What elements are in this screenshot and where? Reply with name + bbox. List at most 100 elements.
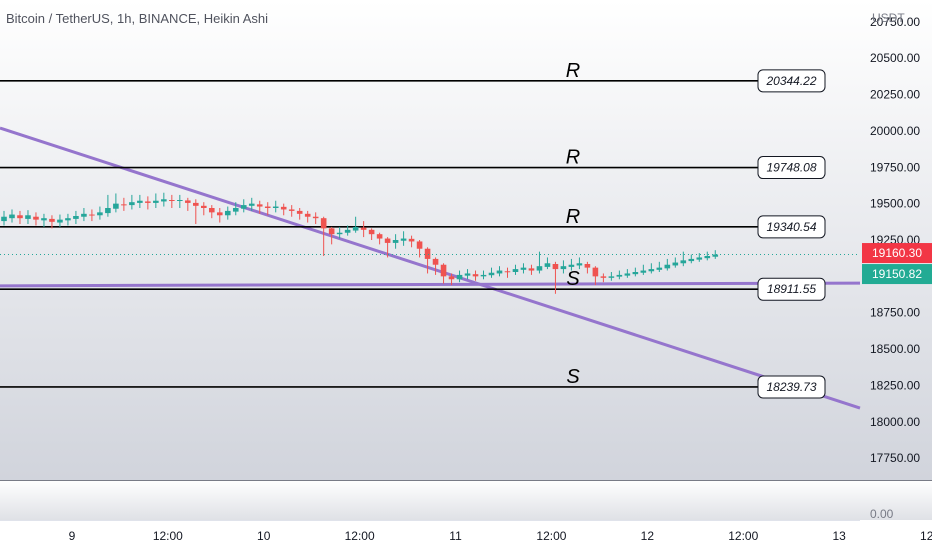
candle-up[interactable] (392, 234, 399, 249)
candle-up[interactable] (680, 251, 687, 267)
candle-up[interactable] (640, 264, 647, 275)
candle-down[interactable] (592, 266, 599, 286)
candle-down[interactable] (600, 273, 607, 283)
candle-up[interactable] (568, 258, 575, 271)
candle-down[interactable] (440, 263, 447, 284)
candle-up[interactable] (97, 206, 103, 220)
candle-up[interactable] (544, 257, 551, 270)
candle-up[interactable] (232, 202, 239, 216)
candle-up[interactable] (81, 208, 87, 222)
candle-up[interactable] (632, 267, 639, 277)
candle-up[interactable] (616, 270, 623, 280)
candle-up[interactable] (240, 199, 247, 213)
candle-down[interactable] (17, 210, 23, 224)
candle-down[interactable] (368, 228, 375, 240)
candle-down[interactable] (304, 210, 311, 223)
candle-down[interactable] (384, 237, 391, 258)
trendline[interactable] (0, 126, 861, 410)
candle-down[interactable] (320, 216, 327, 256)
candle-down[interactable] (288, 205, 295, 217)
candle-up[interactable] (608, 272, 615, 281)
candle-down[interactable] (408, 235, 415, 248)
candle-up[interactable] (25, 210, 31, 224)
candle-up[interactable] (177, 194, 183, 208)
candle-up[interactable] (688, 254, 695, 264)
trendline[interactable] (0, 281, 861, 288)
candle-up[interactable] (464, 269, 471, 280)
level-price-label[interactable]: 19748.08 (757, 156, 826, 180)
candle-up[interactable] (560, 260, 567, 274)
candle-up[interactable] (113, 193, 119, 213)
candle-down[interactable] (472, 270, 479, 281)
candle-up[interactable] (480, 270, 487, 280)
candle-up[interactable] (137, 194, 143, 208)
candle-up[interactable] (576, 257, 583, 270)
candle-up[interactable] (65, 213, 71, 226)
candle-up[interactable] (248, 197, 255, 211)
candle-up[interactable] (712, 250, 719, 259)
candle-up[interactable] (41, 213, 47, 227)
candle-down[interactable] (296, 208, 303, 220)
level-price-label[interactable]: 18239.73 (757, 375, 826, 399)
candle-down[interactable] (256, 200, 263, 214)
candle-up[interactable] (336, 226, 343, 239)
candle-up[interactable] (456, 270, 463, 283)
candle-down[interactable] (416, 240, 423, 258)
candle-up[interactable] (153, 193, 159, 208)
candle-down[interactable] (49, 215, 55, 229)
candle-down[interactable] (121, 197, 127, 211)
candle-down[interactable] (432, 257, 439, 275)
candle-down[interactable] (264, 202, 271, 216)
candle-down[interactable] (169, 194, 175, 208)
last-price-badge-text: 19160.30 (872, 246, 922, 260)
candle-down[interactable] (193, 199, 199, 224)
candle-up[interactable] (344, 225, 351, 236)
candle-down[interactable] (280, 203, 287, 216)
candle-up[interactable] (105, 194, 111, 217)
candle-up[interactable] (512, 264, 519, 275)
candle-down[interactable] (216, 208, 223, 223)
candle-up[interactable] (272, 200, 279, 213)
candle-down[interactable] (145, 196, 151, 210)
candle-up[interactable] (352, 216, 359, 233)
candle-up[interactable] (129, 194, 135, 210)
candle-up[interactable] (73, 210, 79, 224)
candle-up[interactable] (1, 210, 7, 226)
candle-up[interactable] (624, 269, 631, 278)
candle-down[interactable] (448, 273, 455, 286)
candle-up[interactable] (161, 192, 167, 207)
candle-down[interactable] (312, 212, 319, 224)
candle-down[interactable] (376, 232, 383, 245)
candle-down[interactable] (584, 261, 591, 274)
candle-down[interactable] (208, 205, 215, 219)
candle-up[interactable] (696, 253, 703, 262)
level-price-label[interactable]: 18911.55 (757, 277, 826, 301)
candle-up[interactable] (704, 251, 711, 261)
candle-down[interactable] (360, 221, 367, 238)
candle-down[interactable] (89, 209, 95, 222)
candle-up[interactable] (496, 266, 503, 277)
candle-up[interactable] (672, 257, 679, 268)
candle-down[interactable] (200, 202, 207, 216)
candle-up[interactable] (488, 267, 495, 278)
candle-up[interactable] (664, 258, 671, 271)
candle-down[interactable] (424, 247, 431, 274)
candle-down[interactable] (185, 197, 191, 211)
candle-up[interactable] (57, 214, 63, 227)
level-price-label[interactable]: 20344.22 (757, 69, 826, 93)
candle-down[interactable] (552, 261, 559, 294)
candle-up[interactable] (536, 251, 543, 274)
candle-down[interactable] (328, 226, 335, 245)
candle-up[interactable] (400, 231, 407, 246)
candle-up[interactable] (648, 263, 655, 274)
candle-up[interactable] (224, 206, 231, 220)
candle-down[interactable] (528, 264, 535, 275)
level-price-label[interactable]: 19340.54 (757, 215, 826, 239)
candle-up[interactable] (656, 261, 663, 272)
candle-down[interactable] (33, 212, 39, 226)
candle-down[interactable] (504, 267, 511, 278)
candle-up[interactable] (520, 263, 527, 274)
candle-up[interactable] (9, 209, 15, 223)
